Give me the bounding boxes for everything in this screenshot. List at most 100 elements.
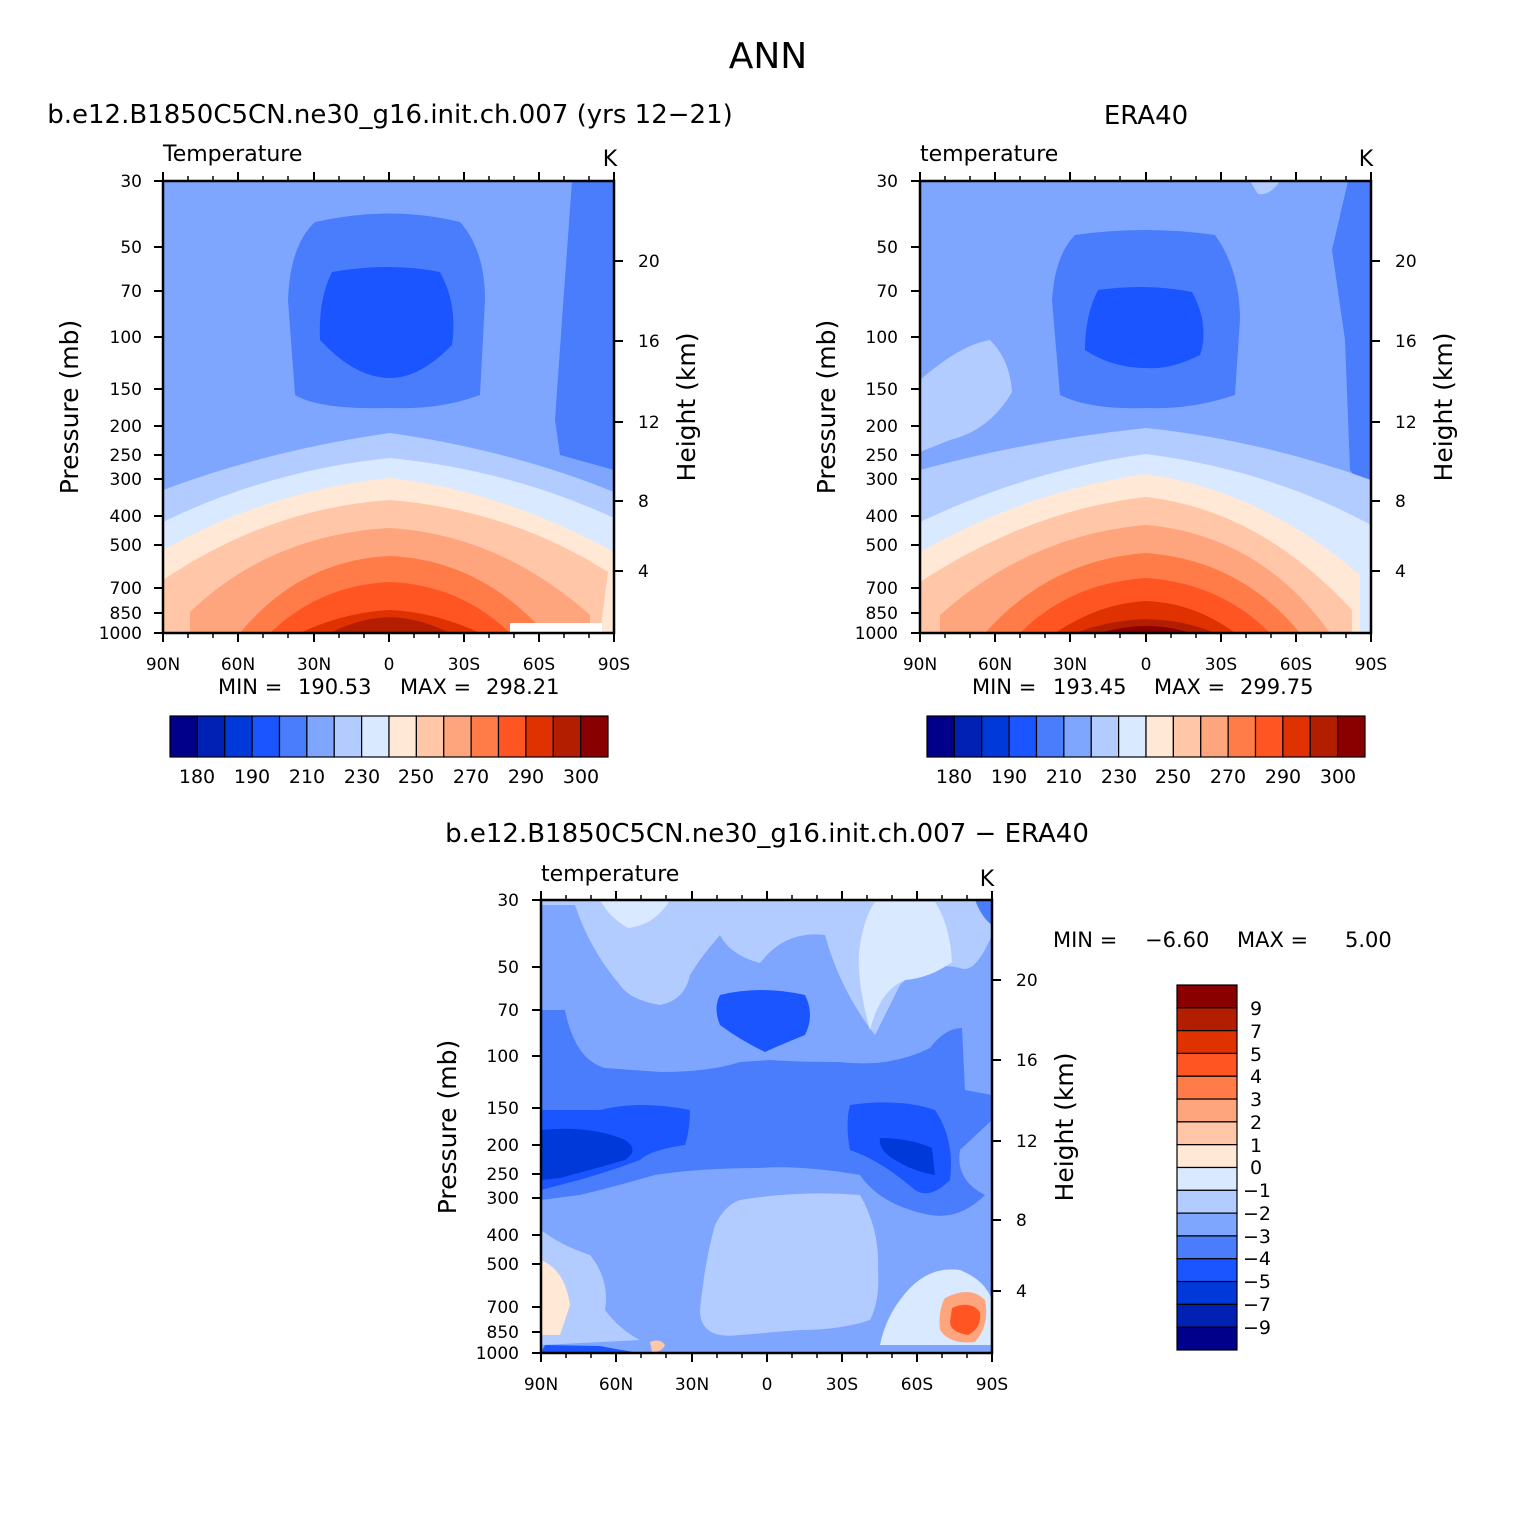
panel-model: b.e12.B1850C5CN.ne30_g16.init.ch.007 (yr… <box>47 100 733 788</box>
colorbar-label: 290 <box>1265 766 1301 788</box>
max-value: 5.00 <box>1345 928 1392 952</box>
colorbar <box>926 715 1366 758</box>
panel-title: b.e12.B1850C5CN.ne30_g16.init.ch.007 − E… <box>445 819 1089 849</box>
colorbar-swatch <box>415 715 445 758</box>
height-tick-label: 16 <box>638 332 660 352</box>
height-ticks: 20 16 12 8 4 <box>614 252 660 582</box>
pressure-tick-label: 50 <box>876 238 898 258</box>
height-tick-label: 20 <box>1016 971 1038 991</box>
colorbar-swatch <box>278 715 308 758</box>
pressure-tick-label: 70 <box>876 282 898 302</box>
pressure-tick-label: 70 <box>497 1001 519 1021</box>
pressure-tick-label: 150 <box>110 380 142 400</box>
missing-data <box>510 623 602 633</box>
colorbar-label: 290 <box>508 766 544 788</box>
pressure-ticks: 30 50 70 100 150 200 250 300 400 500 700… <box>855 172 920 644</box>
x-tick-label: 60S <box>901 1375 933 1395</box>
colorbar-swatch <box>1254 715 1284 758</box>
pressure-tick-label: 700 <box>487 1298 519 1318</box>
variable-label: Temperature <box>162 142 302 167</box>
contour-band <box>879 1138 935 1175</box>
pressure-tick-label: 850 <box>487 1323 519 1343</box>
pressure-tick-label: 200 <box>110 417 142 437</box>
pressure-tick-label: 250 <box>866 446 898 466</box>
colorbar-label: −1 <box>1243 1180 1271 1202</box>
colorbar-label: 300 <box>563 766 599 788</box>
units-label: K <box>1359 147 1374 172</box>
pressure-tick-label: 30 <box>497 891 519 911</box>
x-tick-label: 30S <box>448 655 480 675</box>
x-tick-label: 60N <box>221 655 255 675</box>
colorbar-swatch <box>361 715 390 758</box>
colorbar-label: −9 <box>1243 1317 1271 1339</box>
colorbar-swatch <box>333 715 363 758</box>
height-tick-label: 20 <box>638 252 660 272</box>
contour-band <box>270 582 510 633</box>
min-label: MIN = <box>218 675 282 699</box>
height-tick-label: 8 <box>638 492 649 512</box>
height-tick-label: 4 <box>1395 562 1406 582</box>
variable-label: temperature <box>541 862 679 887</box>
colorbar-swatch <box>1176 1075 1238 1100</box>
colorbar-label: 190 <box>991 766 1027 788</box>
pressure-tick-label: 150 <box>866 380 898 400</box>
contour-field <box>920 181 1371 633</box>
contour-band <box>1100 626 1190 633</box>
colorbar-swatch <box>552 715 582 758</box>
x-tick-label: 30S <box>1205 655 1237 675</box>
pressure-tick-label: 400 <box>866 507 898 527</box>
y2-axis-label: Height (km) <box>1050 1053 1079 1202</box>
colorbar-swatch <box>169 715 198 758</box>
contour-field <box>541 900 992 1353</box>
max-label: MAX = <box>400 675 471 699</box>
height-tick-label: 12 <box>1016 1132 1038 1152</box>
x-tick-label: 90N <box>903 655 937 675</box>
pressure-tick-label: 30 <box>876 172 898 192</box>
contour-band <box>1250 181 1280 195</box>
colorbar-swatch <box>1176 1235 1238 1260</box>
contour-band <box>1332 181 1371 500</box>
contour-band <box>1085 286 1204 369</box>
colorbar-swatch <box>1035 715 1065 758</box>
colorbar-label: 250 <box>1155 766 1191 788</box>
contour-band <box>858 902 952 1030</box>
contour-band <box>330 617 450 633</box>
colorbar-label: 190 <box>234 766 270 788</box>
colorbar-swatch <box>388 715 417 758</box>
height-ticks: 20 16 12 8 4 <box>992 971 1038 1302</box>
colorbar-label: 7 <box>1250 1021 1262 1043</box>
pressure-tick-label: 700 <box>110 579 142 599</box>
min-value: −6.60 <box>1145 928 1209 952</box>
colorbar-swatch <box>497 715 527 758</box>
min-value: 190.53 <box>298 675 371 699</box>
pressure-tick-label: 50 <box>497 958 519 978</box>
x-tick-label: 90S <box>598 655 630 675</box>
contour-band <box>541 1345 640 1353</box>
pressure-tick-label: 1000 <box>99 624 142 644</box>
height-tick-label: 20 <box>1395 252 1417 272</box>
colorbar-swatch <box>1282 715 1311 758</box>
colorbar-label: 210 <box>289 766 325 788</box>
height-tick-label: 16 <box>1016 1051 1038 1071</box>
colorbar-label: 9 <box>1250 998 1262 1020</box>
colorbar-swatch <box>1309 715 1339 758</box>
contour-band <box>541 1010 992 1216</box>
pressure-tick-label: 300 <box>487 1189 519 1209</box>
colorbar-swatch <box>1172 715 1202 758</box>
max-value: 299.75 <box>1240 675 1313 699</box>
colorbar-swatch <box>1176 1166 1238 1191</box>
height-tick-label: 8 <box>1395 492 1406 512</box>
x-tick-label: 30N <box>297 655 331 675</box>
contour-band <box>600 900 670 928</box>
colorbar-label: 180 <box>936 766 972 788</box>
panel-title: ERA40 <box>1104 101 1188 131</box>
colorbar-swatch <box>926 715 955 758</box>
y2-axis-label: Height (km) <box>672 333 701 482</box>
pressure-tick-label: 500 <box>487 1255 519 1275</box>
colorbar-swatch <box>1176 1212 1238 1237</box>
colorbar-swatch <box>251 715 281 758</box>
colorbar-swatch <box>1008 715 1038 758</box>
pressure-tick-label: 850 <box>866 604 898 624</box>
colorbar-swatch <box>1200 715 1229 758</box>
